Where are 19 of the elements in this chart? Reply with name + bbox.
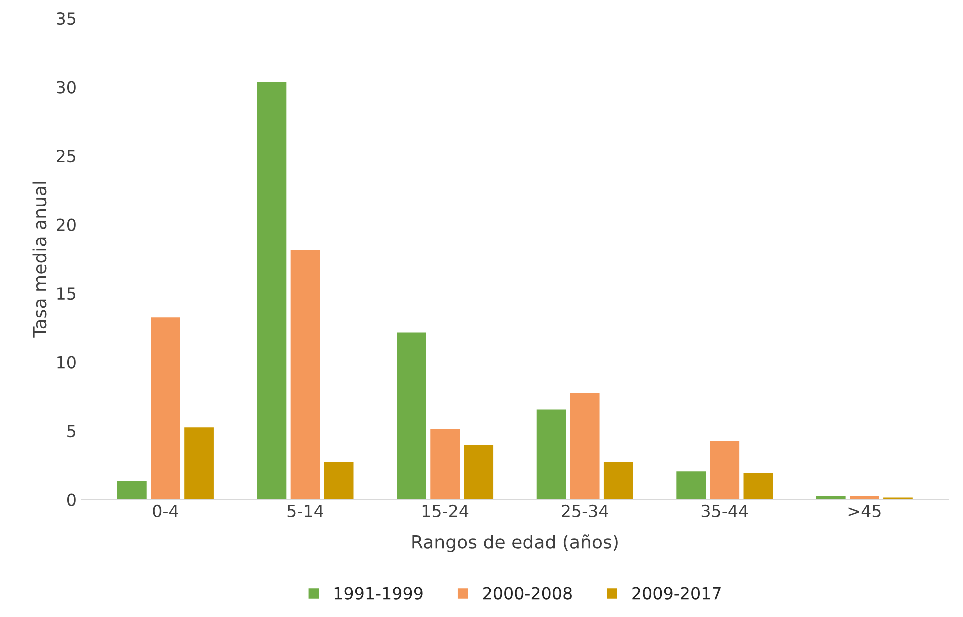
y-tick-label: 5 — [68, 425, 76, 438]
x-tick-label: 35-44 — [702, 504, 748, 518]
x-tick-label: 0-4 — [153, 504, 178, 518]
y-tick-label: 20 — [57, 218, 76, 232]
y-axis-title: Tasa media anual — [32, 182, 47, 338]
y-tick-label: 25 — [57, 150, 76, 163]
legend-label: 2009-2017 — [632, 587, 721, 600]
legend-label: 1991-1999 — [334, 587, 423, 600]
x-tick-label: 25-34 — [562, 504, 608, 518]
x-tick-label: 15-24 — [422, 504, 469, 518]
x-tick-label: 5-14 — [288, 505, 324, 518]
legend-label: 2000-2008 — [484, 587, 572, 600]
y-tick-label: 10 — [58, 356, 76, 369]
y-tick-label: 30 — [57, 81, 76, 94]
y-tick-label: 15 — [58, 288, 76, 300]
y-tick-label: 35 — [57, 12, 76, 26]
y-tick-label: 0 — [67, 494, 76, 506]
x-tick-label: >45 — [848, 505, 881, 518]
x-axis-title: Rangos de edad (años) — [412, 534, 618, 552]
